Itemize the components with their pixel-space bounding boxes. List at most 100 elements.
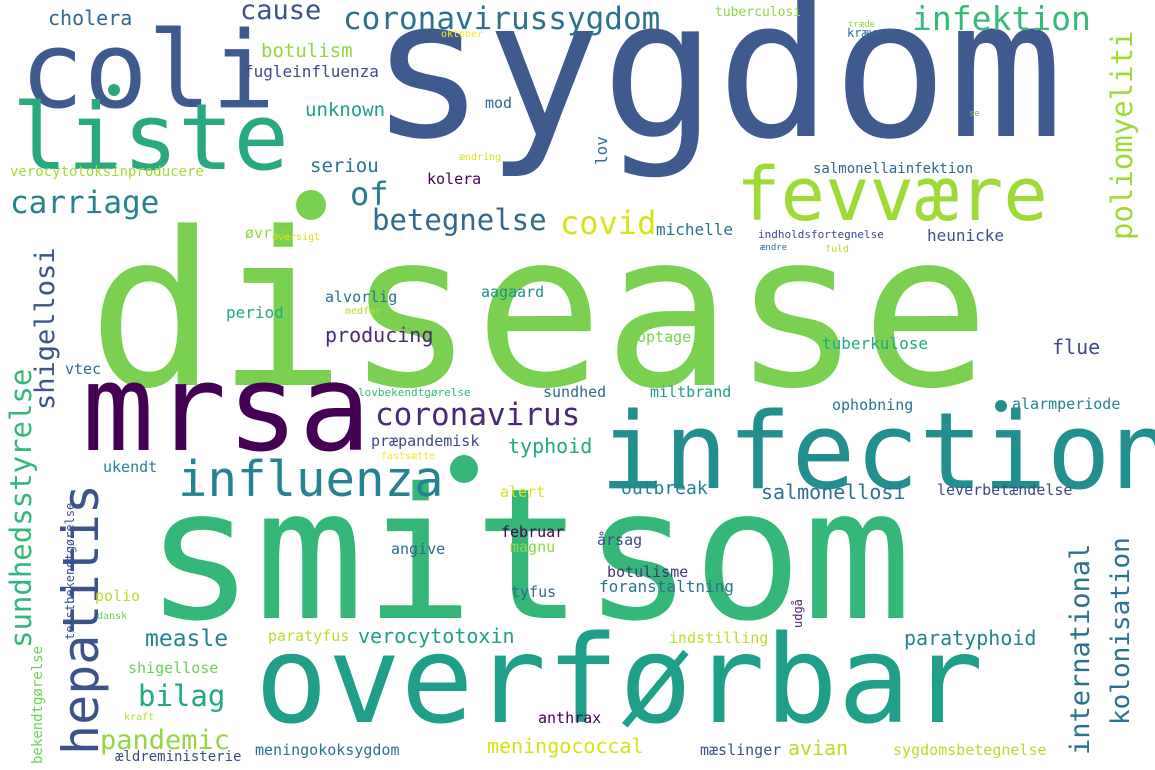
word-se: se <box>969 109 980 119</box>
word-betegnelse: betegnelse <box>372 203 547 237</box>
word-foranstaltning: foranstaltning <box>599 577 734 596</box>
word-indstilling: indstilling <box>669 629 769 647</box>
word-unknown: unknown <box>305 99 386 121</box>
word-botulism: botulism <box>261 40 353 62</box>
dot-infection-i <box>995 400 1007 412</box>
word-paratyphoid: paratyphoid <box>904 626 1037 650</box>
word-meningococcal: meningococcal <box>487 734 644 758</box>
word-oversigt: oversigt <box>272 232 321 243</box>
word-producing: producing <box>325 323 434 347</box>
word-botulisme: botulisme <box>607 563 689 581</box>
word-cause: cause <box>240 0 322 26</box>
word-verocytotoksinproducere: verocytotoksinproducere <box>10 164 204 180</box>
word-traede: træde <box>848 20 876 30</box>
word-oktober: oktober <box>441 29 484 40</box>
word-international: international <box>1065 543 1096 755</box>
word-anthrax: anthrax <box>538 709 602 727</box>
word-of: of <box>350 175 389 213</box>
word-smitsom: smitsom <box>145 449 913 661</box>
word-disease: disease <box>88 187 990 436</box>
dot-disease-i <box>296 190 326 220</box>
word-arsag: årsag <box>597 531 643 549</box>
word-miltbrand: miltbrand <box>650 383 732 401</box>
word-praepandemisk: præpandemisk <box>371 432 480 450</box>
word-sygdom: sygdom <box>370 0 1064 182</box>
word-fuld: fuld <box>825 244 850 255</box>
word-sundhed: sundhed <box>543 383 607 401</box>
dot-smitsom-i <box>450 455 478 483</box>
word-optage: optage <box>637 328 692 346</box>
word-kraft: kraft <box>124 712 155 723</box>
word-bilag: bilag <box>138 679 226 713</box>
word-ukendt: ukendt <box>103 458 158 476</box>
word-mrsa: mrsa <box>82 340 371 479</box>
word-fastsaette: fastsætte <box>381 451 436 462</box>
word-tuberculosi: tuberculosi <box>715 5 802 20</box>
word-angive: angive <box>391 540 446 558</box>
word-period: period <box>226 303 284 322</box>
word-leverbetaendelse: leverbetændelse <box>937 481 1073 499</box>
word-ovrig: øvrig <box>245 224 291 242</box>
word-vtec: vtec <box>65 360 102 378</box>
word-aendre: ændre <box>760 243 788 253</box>
word-udga: udgå <box>791 599 805 628</box>
word-alarmperiode: alarmperiode <box>1012 395 1121 413</box>
word-heunicke: heunicke <box>927 226 1005 245</box>
word-lovbekendtgorelse: lovbekendtgørelse <box>358 386 471 399</box>
word-fugleinfluenza: fugleinfluenza <box>244 62 379 81</box>
word-infection: infection <box>600 390 1155 513</box>
word-aagaard: aagaard <box>481 283 545 301</box>
word-tekstbekendtgorelse: tekstbekendtgørelse <box>63 502 77 640</box>
word-coli: coli <box>20 9 276 132</box>
word-overforbar: overførbar <box>255 610 984 751</box>
word-michelle: michelle <box>656 220 734 239</box>
word-verocytotoxin: verocytotoxin <box>358 624 515 648</box>
word-magnu: magnu <box>510 538 556 556</box>
word-sygdomsbetegnelse: sygdomsbetegnelse <box>893 741 1047 759</box>
word-bekendtgorelse: bekendtgørelse <box>30 645 46 764</box>
word-lov: lov <box>592 136 611 165</box>
word-sundhedsstyrelse: sundhedsstyrelse <box>4 368 38 648</box>
word-measle: measle <box>145 626 229 652</box>
word-indholdsfortegnelse: indholdsfortegnelse <box>758 228 884 241</box>
word-medfor: medfør <box>345 306 382 317</box>
word-influenza: influenza <box>178 451 444 508</box>
word-coronavirussygdom: coronavirussygdom <box>343 1 661 37</box>
word-paratyfus: paratyfus <box>268 627 350 645</box>
word-dansk: dansk <box>97 611 128 622</box>
word-kolonisation: kolonisation <box>1106 537 1136 725</box>
word-salmonellosi: salmonellosi <box>761 480 906 504</box>
dot-liste-i <box>108 84 120 96</box>
word-kolera: kolera <box>427 170 482 188</box>
word-alert: alert <box>500 483 546 501</box>
word-aendring: ændring <box>459 152 502 163</box>
word-salmonellainfektion: salmonellainfektion <box>813 161 974 177</box>
word-liste: liste <box>12 84 289 191</box>
word-flue: flue <box>1052 335 1101 359</box>
word-avian: avian <box>788 736 849 760</box>
word-poliomyeliti: poliomyeliti <box>1105 30 1139 240</box>
word-covid: covid <box>560 204 657 242</box>
word-seriou: seriou <box>310 155 379 177</box>
word-outbreak: outbreak <box>621 478 708 499</box>
word-typhoid: typhoid <box>508 434 593 458</box>
word-pandemic: pandemic <box>100 725 231 756</box>
word-shigellose: shigellose <box>128 659 219 677</box>
word-polio: polio <box>95 587 141 605</box>
word-tuberkulose: tuberkulose <box>822 334 928 353</box>
word-fevvaere: fevvære <box>736 152 1048 238</box>
word-ophobning: ophobning <box>832 396 914 414</box>
word-meningokoksygdom: meningokoksygdom <box>255 741 400 759</box>
word-infektion: infektion <box>912 0 1091 38</box>
word-cholera: cholera <box>48 6 133 30</box>
word-alvorlig: alvorlig <box>325 288 398 306</box>
word-kraeve: kræve <box>847 26 884 40</box>
word-tyfus: tyfus <box>511 583 557 601</box>
word-februar: februar <box>501 523 565 541</box>
word-aeldreministerie: ældreministerie <box>115 749 242 765</box>
word-mod: mod <box>485 94 513 112</box>
word-maeslinger: mæslinger <box>700 741 782 759</box>
word-carriage: carriage <box>10 185 160 221</box>
word-coronavirus: coronavirus <box>375 397 581 433</box>
